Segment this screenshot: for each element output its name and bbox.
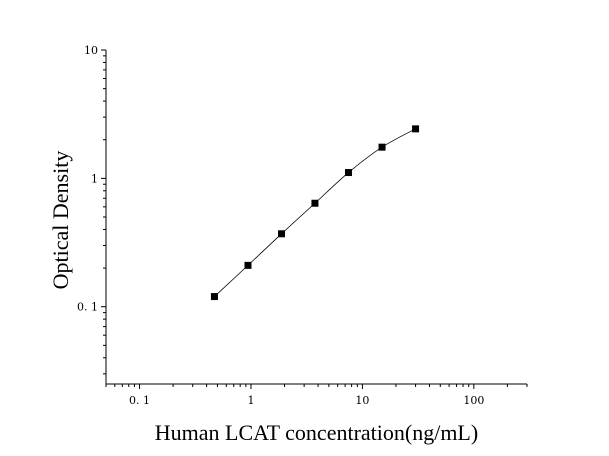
- data-point: [378, 143, 386, 151]
- fit-curve: [214, 128, 416, 297]
- y-axis-title: Optical Density: [48, 151, 73, 290]
- x-tick-label: 1: [247, 394, 254, 407]
- data-points: [210, 125, 420, 301]
- data-point: [311, 199, 319, 207]
- data-point: [344, 169, 352, 177]
- data-point: [278, 230, 286, 238]
- data-point: [210, 293, 218, 301]
- x-tick-label: 10: [355, 394, 369, 407]
- y-tick-label: 1: [91, 172, 98, 185]
- y-tick-label: 10: [84, 44, 98, 57]
- y-tick-label: 0. 1: [77, 301, 98, 314]
- x-tick-label: 100: [463, 394, 484, 407]
- y-ticks: 0. 1 1 10: [77, 44, 106, 375]
- data-point: [244, 261, 252, 269]
- x-tick-label: 0. 1: [129, 394, 150, 407]
- plot-area: 0. 1 1 10 100 0. 1 1 10: [77, 44, 528, 407]
- data-point: [412, 125, 420, 133]
- x-axis-title: Human LCAT concentration(ng/mL): [155, 420, 478, 445]
- x-ticks: 0. 1 1 10 100: [105, 384, 528, 407]
